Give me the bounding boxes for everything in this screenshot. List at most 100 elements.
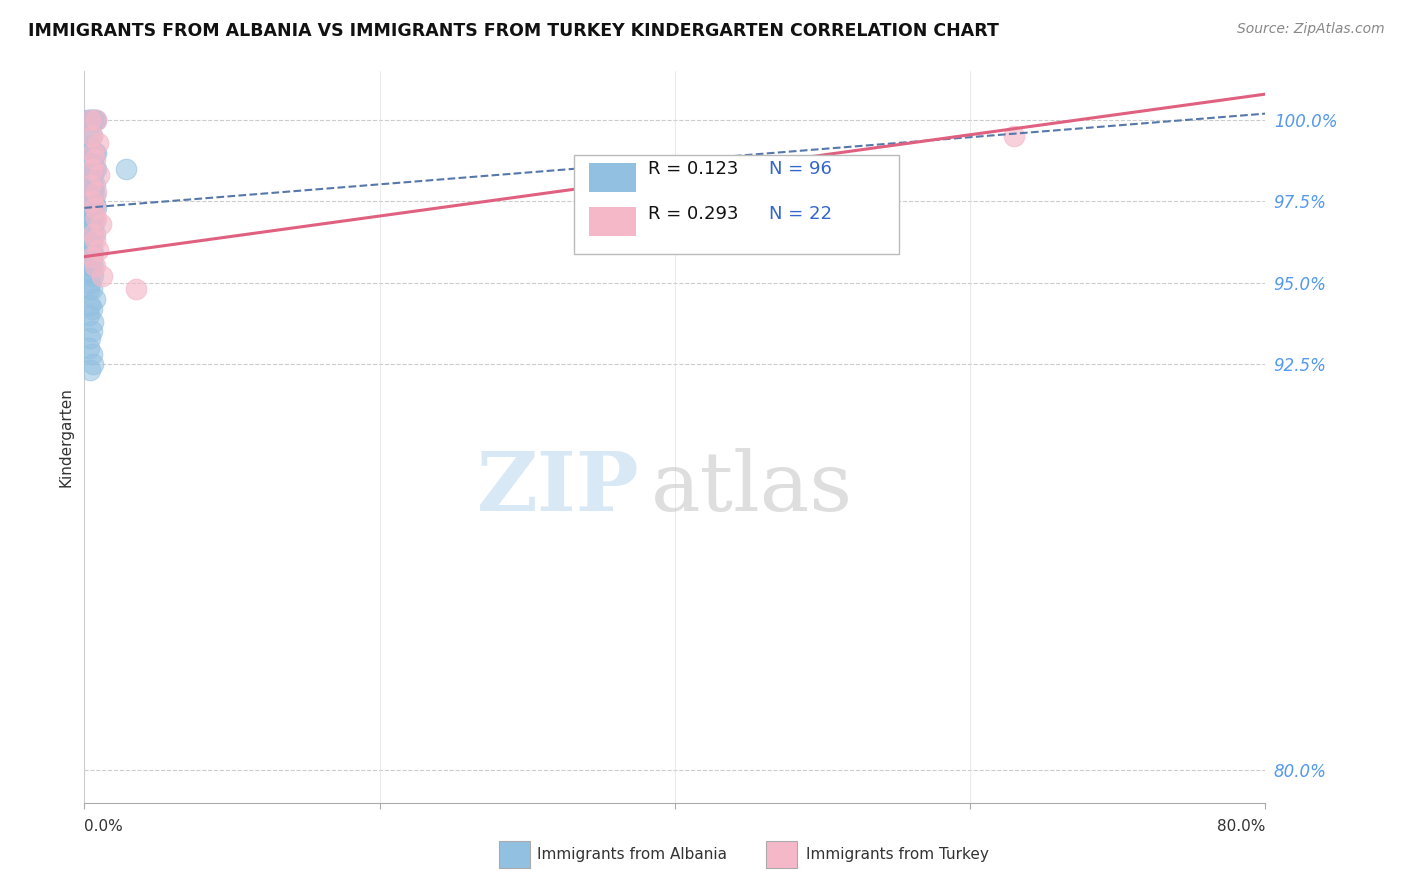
Point <box>77 152 100 166</box>
Point <box>82 145 104 160</box>
Point <box>114 161 136 176</box>
Point <box>77 308 100 322</box>
Point <box>80 194 103 209</box>
Point <box>79 178 101 193</box>
Point <box>77 185 100 199</box>
Point <box>76 113 98 128</box>
Point <box>80 161 103 176</box>
Point <box>80 266 103 280</box>
Point <box>83 234 105 248</box>
Y-axis label: Kindergarten: Kindergarten <box>58 387 73 487</box>
Point <box>80 145 103 160</box>
Point <box>77 211 100 225</box>
Point <box>79 298 101 312</box>
Point <box>84 161 107 176</box>
Point <box>80 347 103 361</box>
Point <box>84 185 107 199</box>
Point <box>79 185 101 199</box>
Point <box>91 269 114 284</box>
Point <box>82 260 104 274</box>
Point <box>77 341 100 355</box>
Point <box>80 204 103 219</box>
Point <box>80 187 103 202</box>
Point <box>83 292 105 306</box>
Point <box>82 113 104 128</box>
Point <box>76 194 98 209</box>
Point <box>77 194 100 209</box>
Point <box>79 113 101 128</box>
Point <box>77 169 100 183</box>
Point <box>82 357 104 371</box>
Text: R = 0.293: R = 0.293 <box>648 205 738 223</box>
Point <box>80 282 103 296</box>
FancyBboxPatch shape <box>589 163 636 192</box>
Text: N = 96: N = 96 <box>769 160 832 178</box>
Point <box>79 161 101 176</box>
Point <box>84 211 107 225</box>
Point <box>77 243 100 257</box>
FancyBboxPatch shape <box>589 207 636 235</box>
Point <box>80 129 103 144</box>
Point <box>79 234 101 248</box>
Point <box>79 276 101 290</box>
Point <box>82 211 104 225</box>
Point <box>77 129 100 144</box>
Point <box>83 260 105 274</box>
Point <box>79 139 101 153</box>
Point <box>77 282 100 296</box>
Point <box>80 301 103 316</box>
Point <box>83 145 105 160</box>
Point <box>80 250 103 264</box>
Point <box>79 169 101 183</box>
Text: IMMIGRANTS FROM ALBANIA VS IMMIGRANTS FROM TURKEY KINDERGARTEN CORRELATION CHART: IMMIGRANTS FROM ALBANIA VS IMMIGRANTS FR… <box>28 22 1000 40</box>
Point <box>77 234 100 248</box>
Point <box>79 201 101 215</box>
Point <box>80 155 103 169</box>
Point <box>83 113 105 128</box>
Point <box>80 243 103 257</box>
Point <box>79 211 101 225</box>
Point <box>82 246 104 260</box>
Point <box>79 260 101 274</box>
Point <box>79 243 101 257</box>
FancyBboxPatch shape <box>575 155 900 254</box>
Point <box>80 113 103 128</box>
Point <box>80 230 103 244</box>
Point <box>80 185 103 199</box>
Point <box>80 169 103 183</box>
Point <box>77 113 100 128</box>
Point <box>82 113 104 128</box>
Text: 0.0%: 0.0% <box>84 819 124 834</box>
Point <box>80 211 103 225</box>
Text: atlas: atlas <box>651 449 853 528</box>
Point <box>79 220 101 235</box>
Point <box>79 250 101 264</box>
Point <box>84 145 107 160</box>
Point <box>83 187 105 202</box>
Point <box>79 113 101 128</box>
Point <box>76 161 98 176</box>
Point <box>80 236 103 251</box>
Point <box>76 236 98 251</box>
Point <box>83 227 105 241</box>
Point <box>77 204 100 219</box>
Point <box>80 220 103 235</box>
Point <box>79 331 101 345</box>
Point <box>80 129 103 144</box>
Point <box>125 282 148 296</box>
Point <box>86 243 108 257</box>
Text: 80.0%: 80.0% <box>1218 819 1265 834</box>
Point <box>82 145 104 160</box>
Text: ZIP: ZIP <box>477 449 640 528</box>
Point <box>83 214 105 228</box>
Point <box>82 169 104 183</box>
Point <box>79 152 101 166</box>
Point <box>84 201 107 215</box>
Point <box>90 217 112 231</box>
Point <box>82 155 104 169</box>
Point <box>79 171 101 186</box>
Point <box>87 169 111 183</box>
Point <box>83 152 105 166</box>
Point <box>80 325 103 339</box>
Point <box>1004 129 1026 144</box>
